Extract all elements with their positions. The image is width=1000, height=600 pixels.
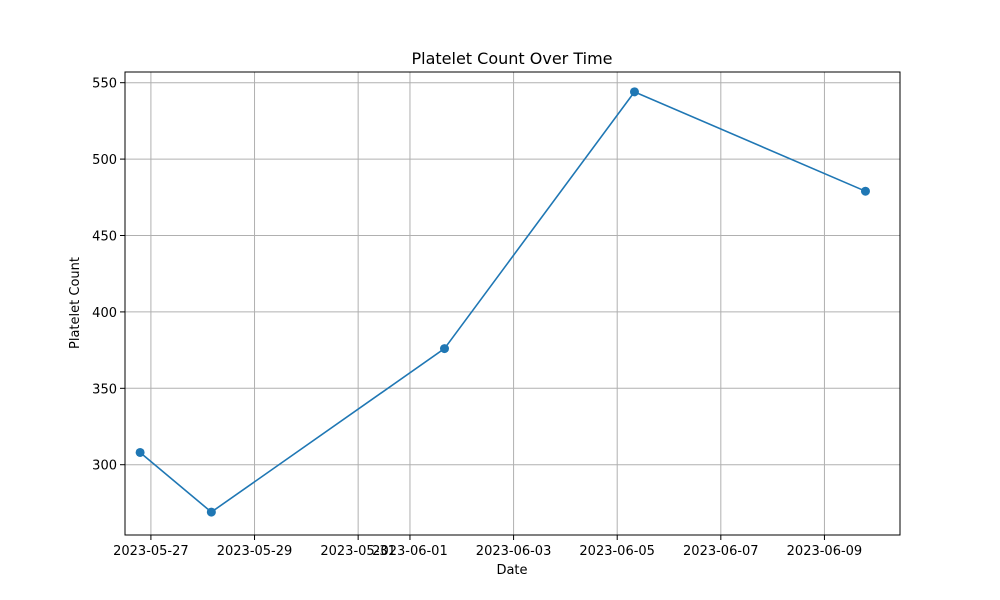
grid-lines [125, 72, 900, 535]
data-point-marker [206, 507, 216, 517]
x-tick-label: 2023-06-09 [787, 544, 863, 559]
axes-group: 2023-05-27 2023-05-29 2023-05-312023-06-01… [92, 77, 862, 559]
chart-title: Platelet Count Over Time [412, 49, 613, 68]
series-group [135, 87, 870, 517]
y-tick-label: 500 [92, 153, 117, 168]
x-tick-label: 2023-05-31 [320, 544, 396, 559]
y-tick-label: 450 [92, 230, 117, 245]
x-tick-label: 2023-06-07 [683, 544, 759, 559]
x-tick-label: 2023-06-01 [372, 544, 448, 559]
data-point-marker [860, 186, 870, 196]
data-point-marker [439, 344, 449, 354]
y-tick-label: 550 [92, 77, 117, 92]
x-axis-title: Date [496, 563, 527, 578]
x-tick-label: 2023-06-03 [476, 544, 552, 559]
y-axis-title: Platelet Count [68, 257, 83, 349]
data-point-marker [629, 87, 639, 97]
plot-area-frame [124, 71, 901, 536]
x-tick-label: 2023-05-29 [217, 544, 293, 559]
y-tick-label: 300 [92, 459, 117, 474]
y-tick-label: 400 [92, 306, 117, 321]
x-tick-label: 2023-06-05 [579, 544, 655, 559]
data-point-marker [135, 447, 145, 457]
x-tick-label: 2023-05-27 [113, 544, 189, 559]
y-tick-label: 350 [92, 382, 117, 397]
